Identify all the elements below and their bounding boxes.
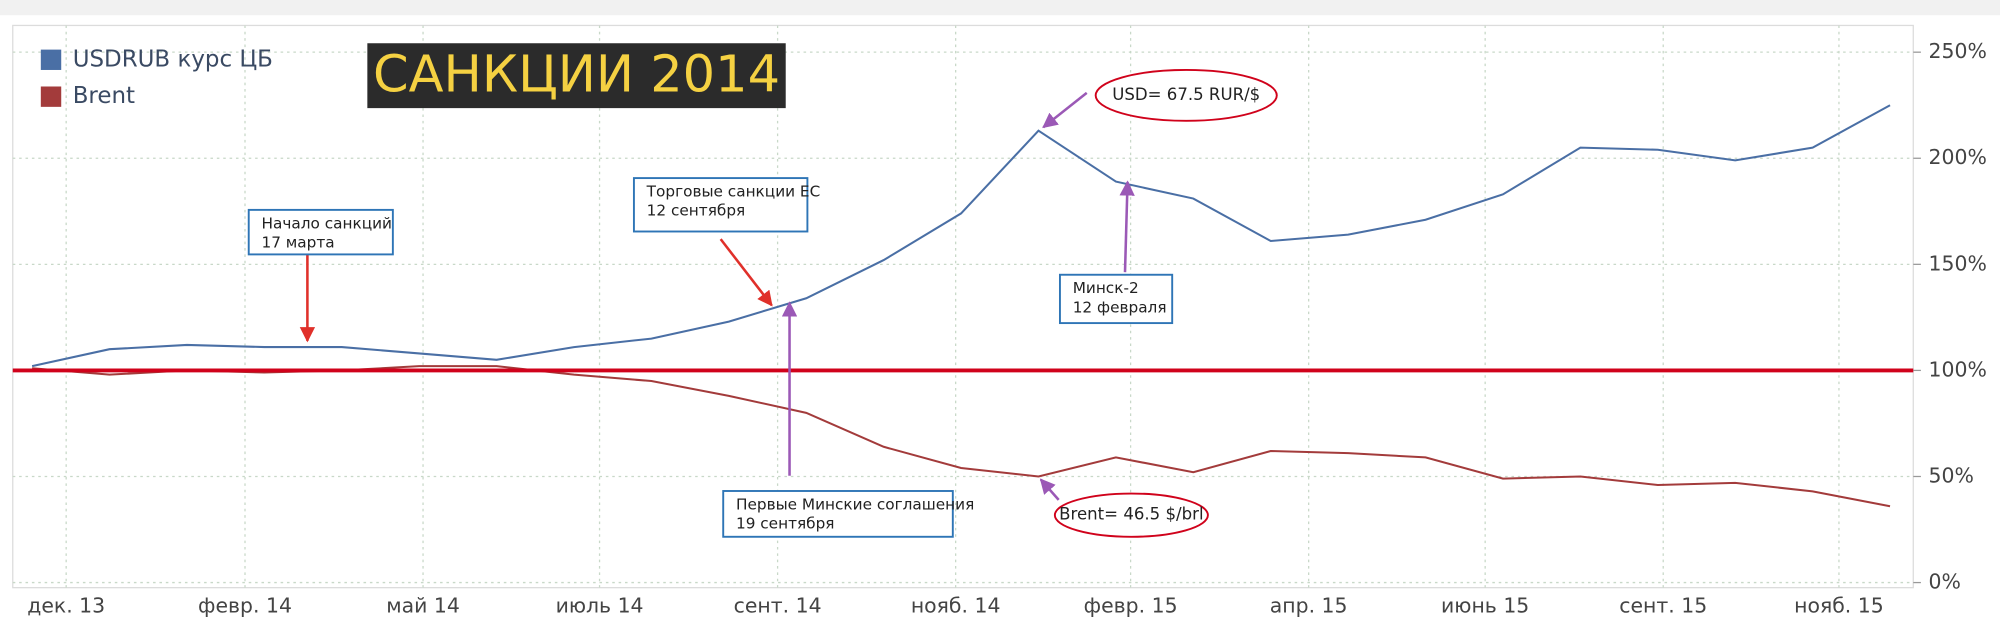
x-tick-label: июль 14 [556,594,644,618]
annotation-box [247,208,394,256]
y-tick-label: 50% [1929,464,1974,488]
arrow [1039,478,1060,501]
arrow [1042,91,1088,129]
x-tick-label: май 14 [386,594,460,618]
title-box [367,43,786,109]
x-tick-label: июнь 15 [1441,594,1529,618]
arrow [719,238,773,307]
annotation-text: 19 сентября [736,515,835,533]
y-tick-label: 100% [1929,357,1987,381]
y-tick-label: 200% [1929,145,1987,169]
annotation-text: Первые Минские соглашения [736,495,974,513]
x-tick-label: нояб. 15 [1794,594,1884,618]
legend-label: Brent [73,83,135,109]
x-tick-label: апр. 15 [1270,594,1348,618]
annotation-ellipse [1094,69,1278,122]
annotation-text: 12 сентября [647,202,746,220]
x-tick-label: февр. 15 [1084,594,1178,618]
series-line [31,104,1891,368]
arrow [1119,180,1135,273]
annotation-box [722,490,954,538]
x-tick-label: февр. 14 [198,594,292,618]
annotation-text: Brent= 46.5 $/brl [1059,505,1203,524]
annotation-text: Торговые санкции ЕС [646,183,821,201]
x-tick-label: сент. 15 [1619,594,1707,618]
annotation-box [632,177,809,233]
legend-swatch [40,86,62,107]
annotation-text: Минск-2 [1073,279,1139,297]
y-tick-label: 250% [1929,39,1987,63]
y-tick-label: 150% [1929,251,1987,275]
annotation-box [1058,273,1174,325]
x-tick-label: сент. 14 [734,594,822,618]
x-tick-label: нояб. 14 [911,594,1001,618]
y-tick-label: 0% [1929,570,1961,594]
annotation-text: USD= 67.5 RUR/$ [1112,85,1260,104]
plot-frame [12,24,1914,589]
background [0,15,2000,636]
annotation-text: Начало санкций [261,214,392,232]
legend-swatch [40,49,62,70]
annotation-ellipse [1053,492,1209,538]
chart-title: САНКЦИИ 2014 [373,46,780,105]
legend-label: USDRUB курс ЦБ [73,46,273,72]
annotation-text: 17 марта [261,233,334,251]
annotation-text: 12 февраля [1073,298,1167,316]
x-tick-label: дек. 13 [27,594,105,618]
